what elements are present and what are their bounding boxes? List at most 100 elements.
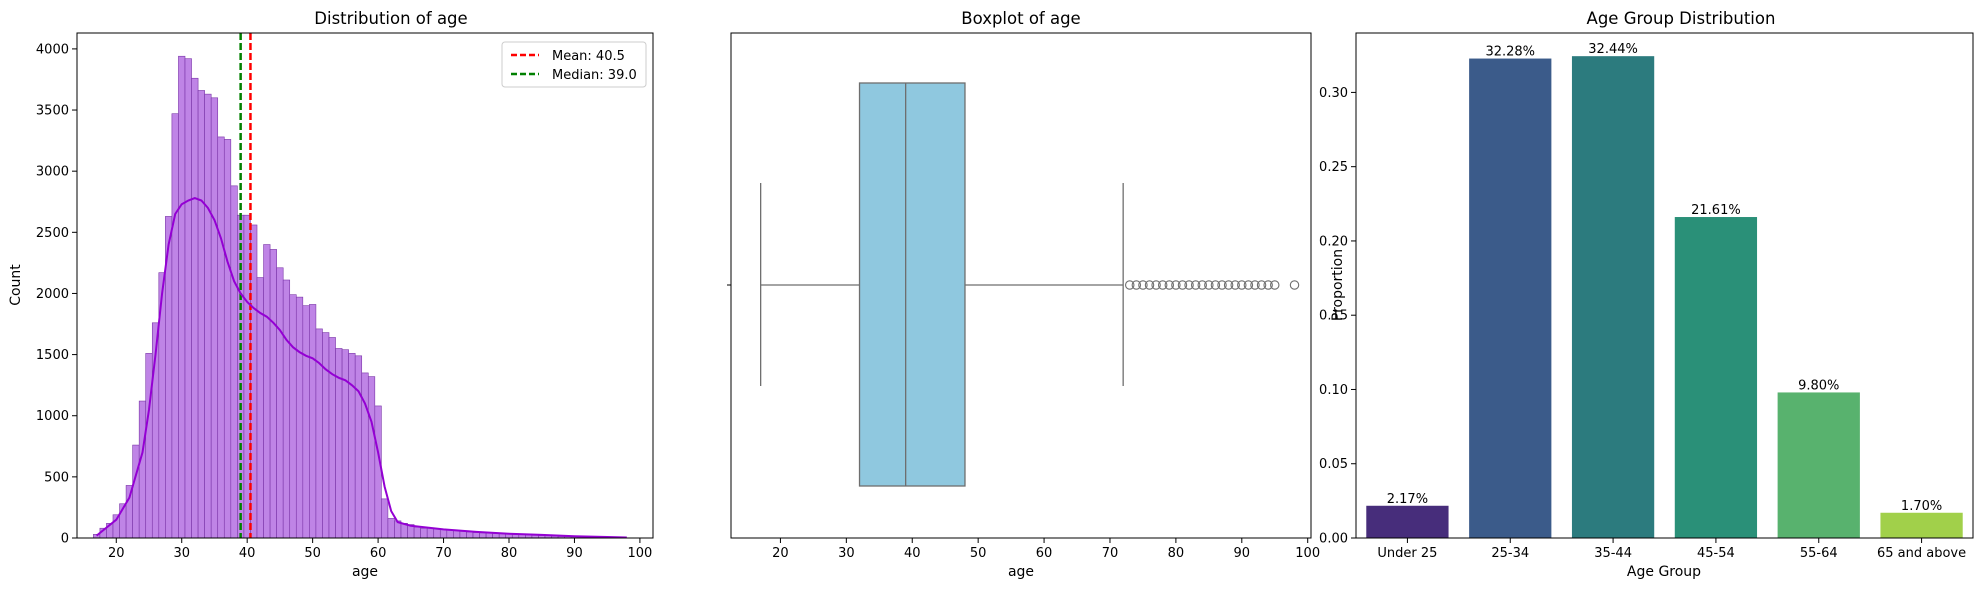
age-group-frame	[1355, 32, 1974, 539]
histogram-bar	[439, 529, 448, 539]
x-tick-label: 50	[970, 546, 987, 561]
y-tick-label: 0.05	[1319, 457, 1348, 472]
histogram-bar	[184, 58, 192, 539]
outlier-point	[1210, 280, 1221, 290]
age-group-bar	[1674, 217, 1758, 538]
bar-value-label: 21.61%	[1691, 203, 1741, 218]
y-tick-label: 2000	[36, 287, 69, 302]
histogram-bar	[295, 296, 304, 539]
age-group-bar-labels: 2.17% 32.28% 32.44% 21.61% 9.80% 1.70%	[1387, 42, 1942, 514]
histogram-bar	[223, 139, 232, 539]
age-group-bar	[1571, 56, 1655, 538]
x-tick-label: 20	[772, 546, 789, 561]
x-tick-label: 25-34	[1491, 546, 1529, 561]
x-tick-label: 45-54	[1697, 546, 1735, 561]
outlier-point	[1217, 280, 1227, 290]
histogram-bar	[210, 97, 219, 539]
histogram-bar	[328, 337, 336, 539]
x-tick-label: 100	[627, 546, 652, 561]
histogram-bar	[282, 279, 291, 539]
boxplot-body	[760, 82, 1124, 487]
histogram-bar	[145, 353, 153, 539]
histogram-bar	[479, 532, 487, 539]
histogram-bar	[197, 90, 205, 539]
histogram-bar	[453, 530, 461, 539]
histogram-bar	[263, 244, 271, 539]
histogram-bar	[309, 304, 317, 539]
histogram-bar	[250, 224, 258, 539]
outlier-point	[1223, 280, 1234, 290]
y-tick-label: 0.20	[1319, 234, 1348, 249]
age-group-x-ticks: Under 25 25-34 35-44 45-54 55-64 65 and above	[1377, 538, 1966, 561]
histogram-bar	[217, 136, 225, 539]
y-tick-label: 4000	[36, 42, 69, 57]
histogram-y-ticks: 0 500 1000 1500 2000 2500 3000 3500 4000	[36, 42, 77, 547]
bar-value-label: 2.17%	[1387, 492, 1428, 507]
histogram-bar	[466, 531, 474, 539]
x-tick-label: 80	[501, 546, 518, 561]
age-group-bar	[1366, 505, 1449, 538]
outlier-point	[1263, 280, 1273, 290]
histogram-bar	[348, 353, 356, 539]
y-tick-label: 1000	[36, 409, 69, 424]
histogram-bar	[446, 529, 454, 539]
outlier-point	[1204, 280, 1214, 290]
histogram-x-label: age	[352, 564, 378, 580]
histogram-bar	[191, 77, 199, 539]
histogram-bar	[433, 528, 441, 539]
histogram-bar	[276, 267, 284, 539]
age-group-y-ticks: 0.00 0.05 0.10 0.15 0.20 0.25 0.30	[1319, 86, 1356, 547]
y-tick-label: 0	[61, 532, 69, 547]
y-tick-label: 2500	[36, 226, 69, 241]
interquartile-box	[858, 82, 966, 487]
y-tick-label: 0.25	[1319, 160, 1348, 175]
outlier-point	[1138, 280, 1148, 290]
histogram-bar	[387, 518, 395, 539]
y-tick-label: 3000	[36, 165, 69, 180]
histogram-x-ticks: 20 30 40 50 60 70 80 90 100	[108, 538, 652, 561]
outlier-point	[1289, 280, 1300, 290]
x-tick-label: 50	[304, 546, 321, 561]
histogram-title: Distribution of age	[314, 9, 467, 28]
y-tick-label: 0.10	[1319, 383, 1348, 398]
histogram-bar	[230, 185, 238, 539]
boxplot-title: Boxplot of age	[961, 9, 1080, 28]
bar-value-label: 1.70%	[1901, 499, 1942, 514]
x-tick-label: 35-44	[1594, 546, 1632, 561]
outlier-point	[1151, 280, 1161, 290]
histogram-bar	[381, 498, 389, 539]
histogram-bar	[472, 532, 480, 539]
histogram-bar	[413, 526, 421, 539]
age-group-title: Age Group Distribution	[1587, 9, 1776, 28]
y-tick-label: 0.30	[1319, 86, 1348, 101]
outlier-point	[1270, 280, 1280, 290]
outlier-point	[1144, 280, 1155, 290]
y-tick-label: 3500	[36, 104, 69, 119]
histogram-legend: Mean: 40.5 Median: 39.0	[501, 41, 647, 88]
boxplot-panel: Boxplot of age 20 30 40 50 60 70 80 90 100 age	[727, 9, 1320, 580]
histogram-bar	[256, 277, 264, 539]
outlier-point	[1250, 280, 1260, 290]
x-tick-label: 65 and above	[1877, 546, 1966, 561]
histogram-bar	[322, 332, 330, 539]
outlier-point	[1197, 280, 1208, 290]
age-group-bar	[1469, 58, 1552, 538]
histogram-bar	[341, 349, 349, 539]
outlier-point	[1184, 280, 1194, 290]
x-tick-label: Under 25	[1377, 546, 1437, 561]
x-tick-label: 80	[1168, 546, 1185, 561]
bar-value-label: 9.80%	[1798, 378, 1839, 393]
x-tick-label: 60	[370, 546, 387, 561]
histogram-y-label: Count	[8, 264, 24, 306]
histogram-bar	[204, 93, 212, 539]
bar-value-label: 32.44%	[1588, 42, 1638, 57]
outlier-point	[1256, 280, 1267, 290]
outlier-point	[1157, 280, 1168, 290]
histogram-bar	[178, 55, 186, 539]
histogram-bar	[354, 355, 363, 539]
legend-median-label: Median: 39.0	[552, 68, 637, 83]
histogram-bar	[420, 527, 428, 539]
histogram-bar	[485, 532, 493, 539]
bar-value-label: 32.28%	[1485, 45, 1535, 60]
